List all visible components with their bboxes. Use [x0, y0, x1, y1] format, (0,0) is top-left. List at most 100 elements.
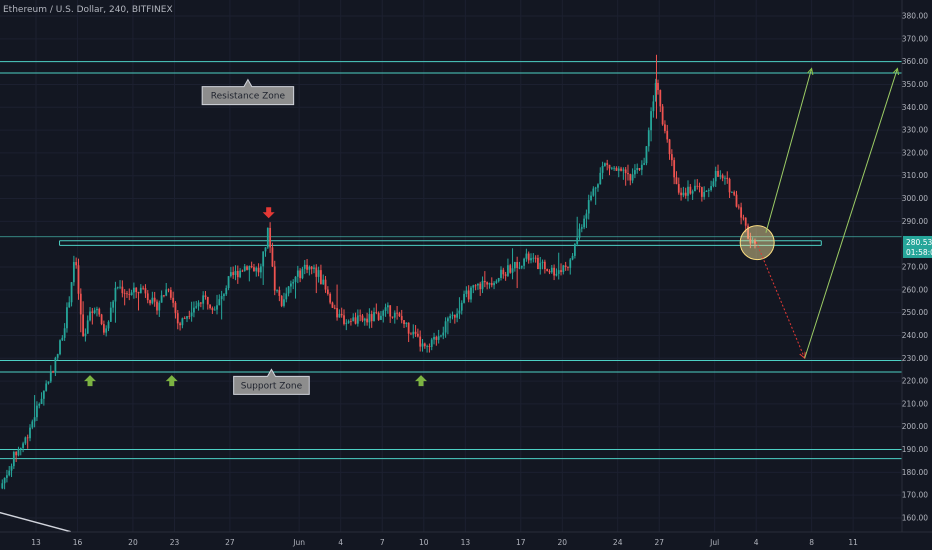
candle-body [472, 285, 475, 288]
candle-body [151, 297, 154, 304]
time-tick-label: 4 [338, 538, 343, 547]
candle-body [710, 186, 712, 191]
candle-body [509, 265, 512, 273]
candle-body [66, 307, 68, 329]
candle-body [659, 90, 662, 107]
highlight-circle [739, 225, 775, 261]
candle-body [165, 289, 168, 296]
price-tick-label: 320.00 [902, 148, 928, 157]
candles [1, 54, 756, 490]
candle-body [691, 191, 694, 194]
candle-body [627, 173, 629, 175]
candle-body [580, 227, 583, 229]
time-tick-label: 4 [754, 538, 759, 547]
candle-body [156, 301, 158, 311]
candle-body [682, 192, 685, 196]
price-tick-label: 300.00 [902, 194, 928, 203]
callout-support-zone: Support Zone [233, 368, 310, 395]
candle-body [470, 287, 472, 300]
candle-body [310, 266, 313, 269]
candle-body [620, 168, 622, 171]
candle-body [389, 305, 392, 317]
candle-body [241, 270, 244, 272]
candle-body [463, 293, 465, 303]
candle-body [414, 331, 417, 334]
candle-body [343, 315, 345, 324]
candle-body [320, 270, 322, 285]
candle-body [666, 130, 669, 140]
price-tick-label: 270.00 [902, 263, 928, 272]
candle-body [751, 240, 754, 244]
candle-body [308, 266, 311, 270]
candle-body [193, 307, 195, 313]
candle-body [248, 265, 251, 270]
candle-body [719, 175, 722, 177]
candle-body [338, 313, 341, 318]
chart-title: Ethereum / U.S. Dollar, 240, BITFINEX [3, 5, 173, 15]
time-tick-label: Jul [709, 538, 719, 547]
candle-body [289, 283, 292, 287]
candle-body [356, 315, 359, 324]
time-axis-panel[interactable] [0, 532, 902, 550]
candle-body [400, 316, 403, 321]
candle-body [511, 268, 514, 273]
time-tick-label: 20 [558, 538, 568, 547]
candle-body [276, 290, 278, 291]
candle-body [163, 295, 165, 297]
candle-body [615, 167, 618, 171]
candle-body [507, 265, 509, 276]
current-price-badge [903, 235, 932, 258]
candle-body [675, 177, 678, 185]
candle-body [629, 174, 632, 181]
candle-body [421, 343, 424, 347]
candle-body [38, 403, 41, 406]
candle-body [253, 267, 255, 272]
candle-body [36, 405, 38, 418]
candle-body [271, 247, 274, 267]
candle-body [569, 259, 572, 268]
candle-body [744, 217, 747, 226]
candle-body [724, 177, 726, 179]
candle-body [705, 190, 708, 192]
candle-body [707, 190, 710, 191]
candle-body [146, 293, 149, 301]
candle-body [647, 130, 650, 147]
candle-body [336, 308, 338, 318]
candle-body [257, 267, 260, 273]
candle-body [449, 315, 452, 319]
price-axis-panel[interactable] [902, 0, 932, 550]
candle-body [677, 184, 680, 193]
candle-body [650, 111, 652, 131]
candle-body [405, 322, 408, 325]
candle-body [645, 146, 648, 164]
support-up-arrow-icon [415, 375, 428, 387]
candle-body [31, 421, 34, 428]
price-tick-label: 370.00 [902, 34, 928, 43]
candle-body [543, 261, 546, 270]
candle-body [19, 447, 22, 450]
candle-body [158, 302, 161, 311]
candle-body [444, 321, 447, 333]
candle-body [176, 313, 179, 324]
candle-body [664, 124, 666, 131]
candle-body [426, 345, 429, 347]
candle-body [218, 299, 221, 306]
candle-body [322, 279, 325, 285]
candle-body [246, 266, 248, 270]
price-tick-label: 310.00 [902, 171, 928, 180]
time-axis: 13 16 20 23 27 Jun 4 7 10 13 17 20 24 27 Jul 4 8 11 [31, 538, 858, 547]
candle-body [361, 315, 364, 321]
candle-body [456, 313, 459, 318]
candle-body [606, 163, 609, 165]
candle-body [412, 331, 415, 335]
price-tick-label: 250.00 [902, 308, 928, 317]
candle-body [183, 318, 186, 320]
candle-body [652, 101, 655, 112]
callout-box [201, 78, 295, 106]
candle-body [534, 257, 537, 259]
candle-body [562, 265, 565, 273]
support-up-arrow-icon [165, 375, 178, 387]
candle-body [696, 185, 699, 187]
